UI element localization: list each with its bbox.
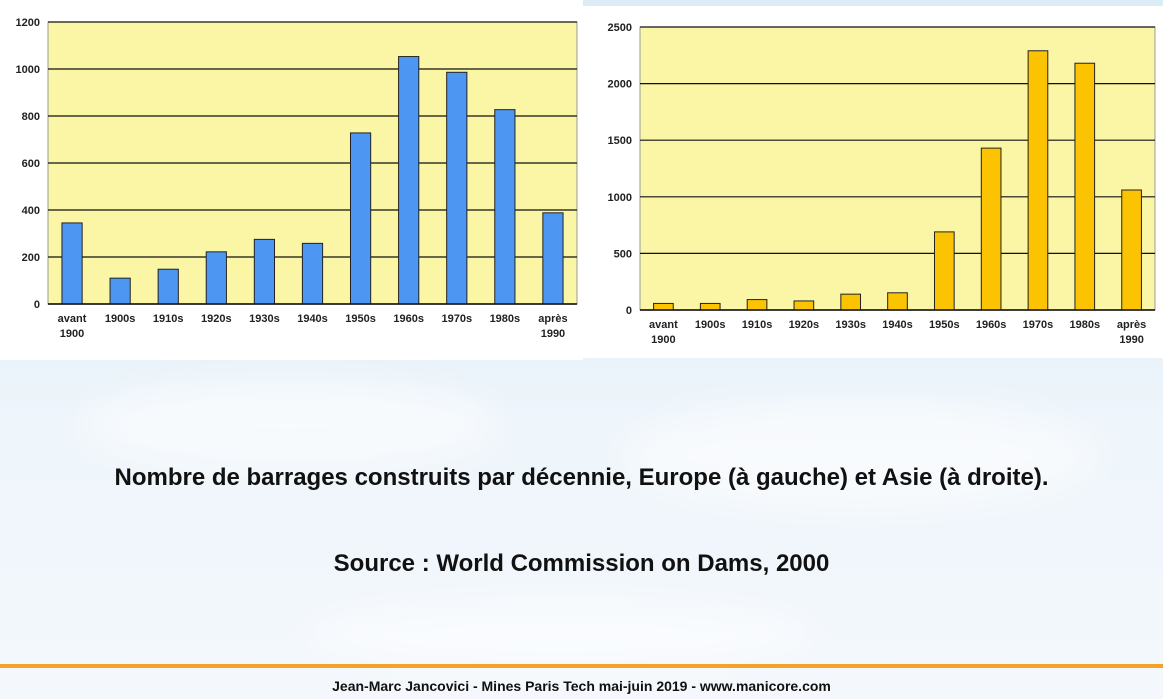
asia-x-tick-label: 1950s	[929, 319, 960, 331]
asia-x-tick-label: 1980s	[1069, 319, 1100, 331]
chart-asia: 0 500 1000 1500 2000 2500 avant 1900 1900s 1910s 1…	[608, 22, 1156, 346]
europe-x-tick-label: 1950s	[345, 313, 376, 325]
figure-caption: Nombre de barrages construits par décenn…	[114, 464, 1049, 491]
asia-x-tick-label: 1900s	[695, 319, 726, 331]
europe-x-tick-label: 1910s	[153, 313, 184, 325]
asia-x-tick-label: 1970s	[1023, 319, 1054, 331]
asia-bar	[933, 231, 955, 311]
chart-europe-panel: 0 200 400 600 800 1000 1200 avant 1900 1900s 1910s…	[0, 0, 583, 360]
europe-y-tick-label: 1200	[16, 17, 40, 29]
europe-y-tick-label: 600	[22, 158, 40, 170]
asia-y-tick-label: 1500	[608, 135, 632, 147]
asia-y-tick-label: 0	[626, 305, 632, 317]
europe-bar	[542, 212, 564, 305]
asia-x-tick-label: avant 1900	[649, 319, 678, 346]
europe-x-tick-label: 1930s	[249, 313, 280, 325]
asia-y-tick-label: 500	[614, 248, 632, 260]
europe-x-tick-label: avant 1900	[58, 313, 87, 340]
background-cloud	[300, 600, 820, 670]
asia-y-tick-label: 2000	[608, 79, 632, 91]
asia-bar	[793, 300, 815, 311]
asia-x-tick-label: 1940s	[882, 319, 913, 331]
asia-bar	[746, 299, 768, 311]
background-cloud	[620, 400, 1100, 510]
footer-text: Jean-Marc Jancovici - Mines Paris Tech m…	[332, 678, 831, 694]
asia-bar	[980, 147, 1002, 311]
europe-bar	[494, 109, 516, 305]
europe-bar	[349, 132, 372, 305]
europe-y-tick-label: 200	[22, 252, 40, 264]
asia-x-tick-label: après 1990	[1117, 319, 1146, 346]
asia-x-tick-label: 1920s	[789, 319, 820, 331]
asia-plot-area	[639, 26, 1156, 311]
europe-bar	[301, 242, 324, 305]
asia-x-tick-label: 1910s	[742, 319, 773, 331]
europe-bar	[398, 56, 420, 305]
europe-x-tick-label: 1940s	[297, 313, 328, 325]
europe-bar	[61, 222, 83, 305]
europe-y-tick-label: 0	[34, 299, 40, 311]
chart-europe: 0 200 400 600 800 1000 1200 avant 1900 1900s 1910s…	[16, 17, 578, 340]
europe-x-tick-label: 1920s	[201, 313, 232, 325]
asia-bar	[887, 292, 908, 311]
asia-bar	[699, 302, 721, 311]
chart-asia-panel: 0 500 1000 1500 2000 2500 avant 1900 1900s 1910s 1…	[583, 6, 1163, 358]
footer-divider	[0, 664, 1163, 668]
europe-y-tick-label: 1000	[16, 64, 40, 76]
europe-x-tick-label: après 1990	[538, 313, 567, 340]
figure-source: Source : World Commission on Dams, 2000	[333, 550, 830, 577]
asia-bar	[840, 293, 862, 311]
europe-x-tick-label: 1960s	[393, 313, 424, 325]
europe-bar	[253, 238, 276, 305]
europe-x-tick-label: 1970s	[441, 313, 472, 325]
europe-bar	[205, 251, 227, 305]
europe-bar	[157, 268, 179, 305]
europe-bar	[109, 277, 131, 305]
asia-x-tick-label: 1930s	[835, 319, 866, 331]
asia-y-tick-label: 2500	[608, 22, 632, 34]
background-cloud	[80, 380, 500, 470]
europe-bar	[446, 71, 468, 305]
europe-y-tick-label: 800	[22, 111, 40, 123]
europe-x-tick-label: 1980s	[490, 313, 521, 325]
asia-bar	[1121, 189, 1142, 311]
europe-x-tick-label: 1900s	[105, 313, 136, 325]
asia-y-tick-label: 1000	[608, 192, 632, 204]
asia-bar	[1074, 62, 1096, 311]
asia-x-tick-label: 1960s	[976, 319, 1007, 331]
asia-bar	[653, 302, 674, 311]
europe-y-tick-label: 400	[22, 205, 40, 217]
asia-bar	[1027, 50, 1049, 311]
